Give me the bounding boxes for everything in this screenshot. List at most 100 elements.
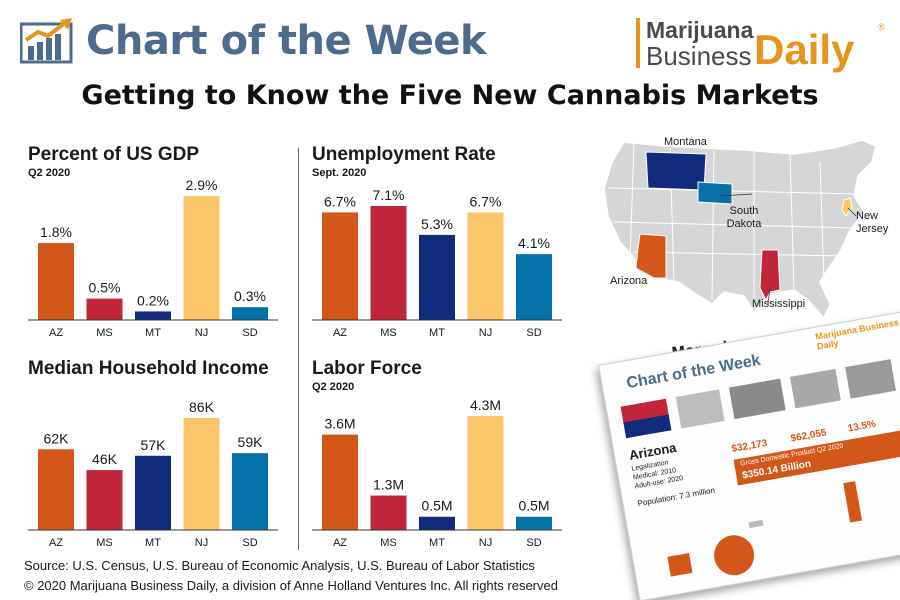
bar-nj: [467, 212, 504, 320]
tick-label: AZ: [333, 327, 347, 339]
map-label-montana: Montana: [664, 136, 707, 148]
bar-ms: [86, 298, 123, 320]
chart-svg: 1.8% AZ 0.5% MS 0.2% MT 2.9% NJ 0.3% SD: [28, 177, 278, 339]
bar-sd: [232, 307, 268, 320]
tick-label: SD: [242, 327, 257, 339]
bar-mt: [419, 516, 455, 530]
chart-panel-gdp: Percent of US GDP Q2 2020 1.8% AZ 0.5% MS 0.…: [28, 144, 290, 354]
source-note: Source: U.S. Census, U.S. Bureau of Econ…: [24, 558, 535, 573]
thumb-bar-2: [748, 519, 764, 529]
thumb-flag: [620, 398, 672, 439]
thumb-image-3: [789, 368, 841, 409]
bar-mt: [135, 311, 171, 320]
data-label: 4.1%: [518, 235, 550, 251]
chart-svg: 3.6M AZ 1.3M MS 0.5M MT 4.3M NJ 0.5M SD: [312, 397, 562, 549]
tick-label: AZ: [49, 537, 63, 549]
thumb-image-2: [728, 378, 786, 420]
map-label-new-jersey: New Jersey: [856, 210, 889, 235]
data-label: 7.1%: [373, 187, 405, 203]
tick-label: MT: [145, 327, 161, 339]
brand-line1: Marijuana: [646, 17, 754, 43]
chart-panel-labor: Labor Force Q2 2020 3.6M AZ 1.3M MS 0.5M MT 4.…: [312, 358, 574, 568]
data-label: 3.6M: [324, 416, 355, 432]
thumb-stat-1: $32,173: [730, 437, 769, 455]
data-label: 46K: [92, 451, 118, 467]
tick-label: MT: [429, 327, 445, 339]
state-south-dakota: [697, 181, 733, 205]
data-label: 2.9%: [186, 177, 218, 193]
thumb-image-4: [845, 359, 896, 399]
thumb-bar-1: [843, 481, 863, 523]
state-arizona: [635, 233, 667, 279]
chart-svg: 6.7% AZ 7.1% MS 5.3% MT 6.7% NJ 4.1% SD: [312, 187, 562, 339]
tick-label: SD: [526, 537, 541, 549]
tick-label: AZ: [49, 327, 63, 339]
tick-label: AZ: [333, 537, 347, 549]
bar-sd: [232, 453, 268, 530]
data-label: 4.3M: [470, 397, 501, 413]
data-label: 59K: [238, 434, 264, 450]
bar-nj: [467, 416, 504, 530]
tick-label: MS: [380, 537, 397, 549]
brand-bar: [636, 18, 640, 68]
thumb-image-1: [675, 389, 725, 429]
data-label: 5.3%: [421, 216, 453, 232]
bar-az: [322, 212, 358, 320]
tick-label: MS: [96, 537, 113, 549]
tick-label: SD: [242, 537, 257, 549]
bar-sd: [516, 516, 552, 530]
map-label-arizona: Arizona: [610, 275, 648, 287]
state-new-jersey: [841, 197, 853, 217]
chart-svg: 62K AZ 46K MS 57K MT 86K NJ 59K SD: [28, 399, 278, 549]
tick-label: NJ: [195, 537, 208, 549]
tick-label: MT: [145, 537, 161, 549]
map-label-mississippi: Mississippi: [752, 298, 806, 310]
data-label: 6.7%: [324, 193, 356, 209]
data-label: 6.7%: [470, 193, 502, 209]
data-label: 0.5%: [89, 280, 121, 296]
chart-title: Percent of US GDP: [28, 144, 200, 165]
tick-label: NJ: [479, 537, 492, 549]
data-label: 0.5M: [518, 498, 549, 514]
thumb-stat-3: 13.5%: [846, 418, 877, 435]
page-title: Chart of the Week: [86, 18, 487, 64]
state-mississippi: [759, 249, 781, 302]
tick-label: NJ: [479, 327, 492, 339]
bar-az: [322, 434, 358, 530]
tick-label: MS: [96, 327, 113, 339]
thumb-state: Arizona: [627, 439, 678, 463]
bar-mt: [135, 455, 171, 530]
brand-line2: Business: [646, 41, 752, 71]
chart-subtitle: Q2 2020: [28, 167, 71, 179]
promo-thumbnail[interactable]: Chart of the Week Marijuana Business Dai…: [598, 307, 900, 600]
bar-ms: [370, 495, 407, 530]
data-label: 0.2%: [137, 292, 169, 308]
thumb-population: Population: 7.3 million: [636, 485, 716, 509]
data-label: 1.3M: [373, 477, 404, 493]
chart-subtitle: Q2 2020: [312, 381, 355, 393]
page-subtitle: Getting to Know the Five New Cannabis Ma…: [81, 80, 819, 111]
data-label: 62K: [44, 430, 70, 446]
bar-az: [38, 243, 74, 320]
bar-nj: [183, 418, 220, 530]
thumb-pie: [710, 532, 758, 579]
chart-subtitle: Sept. 2020: [312, 167, 367, 179]
tick-label: MT: [429, 537, 445, 549]
chart-panel-income: Median Household Income 62K AZ 46K MS 57K MT 8…: [28, 358, 290, 568]
brand-logo: Marijuana Business Daily ®: [636, 18, 888, 74]
thumb-badge: [667, 553, 693, 577]
chart-logo-icon: [20, 18, 73, 64]
us-map: [603, 139, 877, 320]
chart-title: Labor Force: [312, 358, 422, 379]
brand-daily: Daily: [754, 26, 855, 73]
chart-title: Median Household Income: [28, 358, 269, 379]
tick-label: SD: [526, 327, 541, 339]
data-label: 0.3%: [234, 288, 266, 304]
panel-divider: [298, 148, 299, 550]
chart-panel-unemployment: Unemployment Rate Sept. 2020 6.7% AZ 7.1% M…: [312, 144, 574, 354]
copyright-note: © 2020 Marijuana Business Daily, a divis…: [24, 578, 558, 593]
thumb-stat-2: $62,055: [789, 427, 828, 445]
state-montana: [645, 151, 707, 191]
brand-registered: ®: [878, 22, 885, 32]
data-label: 0.5M: [421, 498, 452, 514]
